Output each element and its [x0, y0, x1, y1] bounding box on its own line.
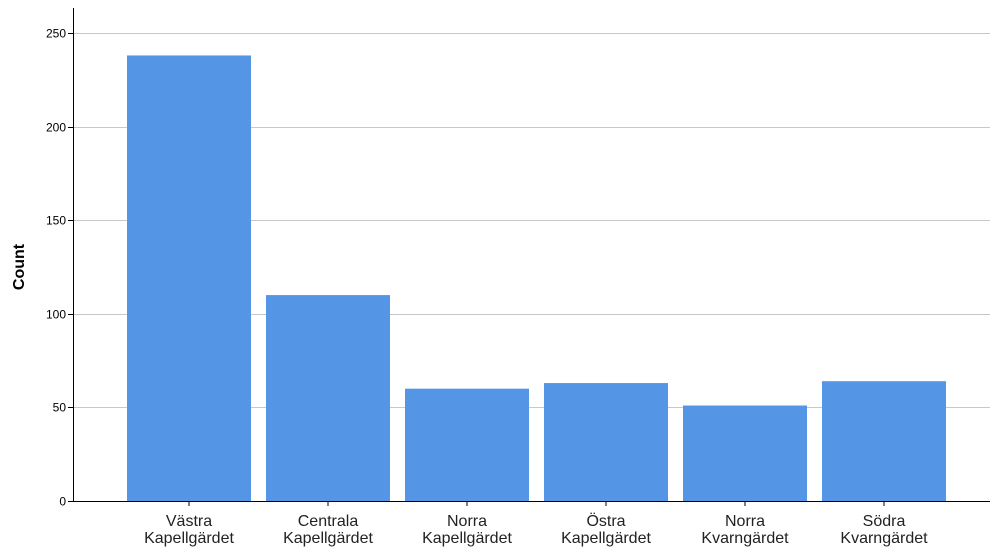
y-tick-label-50: 50	[53, 401, 67, 415]
bar-3	[544, 383, 668, 501]
x-tick-label-line: Norra	[447, 513, 487, 530]
x-tick-label-line: Östra	[586, 512, 625, 530]
y-tick-label-100: 100	[46, 308, 66, 322]
x-tick-label-line: Kapellgärdet	[422, 530, 512, 547]
x-tick-label-0: Västra Kapellgärdet	[144, 513, 234, 547]
y-tick-label-0: 0	[59, 495, 66, 509]
bars	[127, 55, 946, 502]
bar-1	[266, 295, 390, 501]
x-tick-label-line: Kapellgärdet	[144, 530, 234, 547]
x-tick-label-line: Kvarngärdet	[840, 530, 928, 547]
y-tick-label-250: 250	[46, 27, 66, 41]
x-tick-label-3: Östra Kapellgärdet	[561, 512, 651, 547]
bar-0	[127, 55, 251, 502]
x-tick-label-line: Centrala	[298, 513, 359, 530]
x-tick-label-1: Centrala Kapellgärdet	[283, 513, 373, 547]
x-tick-label-line: Södra	[863, 513, 906, 530]
bar-5	[822, 381, 946, 501]
y-tick-label-150: 150	[46, 214, 66, 228]
x-tick-label-line: Kapellgärdet	[561, 530, 651, 547]
bar-4	[683, 405, 807, 501]
x-tick-label-line: Västra	[166, 513, 212, 530]
x-tick-label-5: Södra Kvarngärdet	[840, 513, 928, 547]
bar-2	[405, 388, 529, 501]
y-axis-label: Count	[11, 243, 28, 290]
x-tick-label-line: Kvarngärdet	[701, 530, 789, 547]
x-tick-label-4: Norra Kvarngärdet	[701, 513, 789, 547]
y-tick-label-200: 200	[46, 121, 66, 135]
y-tick-labels: 0 50 100 150 200 250	[46, 27, 66, 509]
x-tick-label-line: Norra	[725, 513, 765, 530]
x-tick-label-line: Kapellgärdet	[283, 530, 373, 547]
axes	[68, 8, 990, 506]
x-tick-label-2: Norra Kapellgärdet	[422, 513, 512, 547]
